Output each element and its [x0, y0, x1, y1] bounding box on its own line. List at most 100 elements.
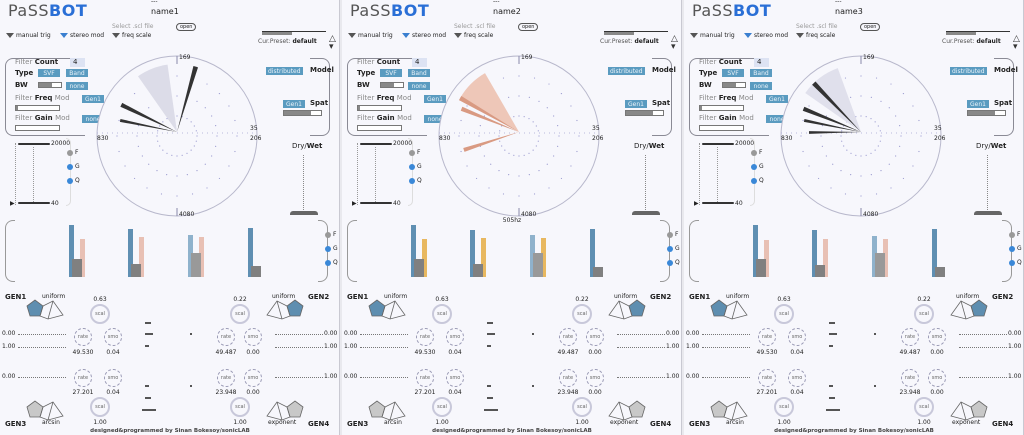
- filter-3-q-bar[interactable]: [533, 252, 543, 277]
- scal-knob[interactable]: scal: [90, 397, 110, 417]
- generator-shape-icon[interactable]: [263, 299, 305, 321]
- gen1-max-slider[interactable]: [18, 347, 66, 348]
- generator-shape-icon[interactable]: [605, 299, 647, 321]
- filter-2-q-bar[interactable]: [131, 264, 141, 277]
- gen3-min-slider[interactable]: [702, 377, 750, 378]
- smo-knob[interactable]: smo: [104, 328, 122, 346]
- filter-3-freq-bar[interactable]: [188, 235, 193, 277]
- freq-mod-button[interactable]: Gen1: [82, 95, 104, 103]
- filter-2-gain-bar[interactable]: [139, 236, 144, 277]
- rate-knob[interactable]: rate: [217, 328, 235, 346]
- smo-knob[interactable]: smo: [788, 369, 806, 387]
- bars-Q-toggle[interactable]: [1009, 260, 1015, 266]
- freq-mod-button[interactable]: Gen1: [424, 95, 446, 103]
- play-icon[interactable]: ▶: [352, 200, 357, 207]
- bw-slider[interactable]: [722, 82, 746, 88]
- gen4-max-slider[interactable]: [617, 377, 665, 378]
- band-button[interactable]: Band: [66, 69, 88, 77]
- bars-F-toggle[interactable]: [1009, 232, 1015, 238]
- generator-shape-icon[interactable]: [605, 400, 647, 422]
- scal-knob[interactable]: scal: [230, 304, 250, 324]
- filter-4-q-bar[interactable]: [251, 266, 261, 277]
- stereo-mod-toggle[interactable]: stereo mod: [744, 32, 788, 39]
- filter-3-q-bar[interactable]: [191, 253, 201, 277]
- spat-button[interactable]: Gen1: [283, 100, 305, 108]
- gain-mod-slider[interactable]: [357, 125, 402, 131]
- filter-4-freq-bar[interactable]: [248, 228, 253, 277]
- stereo-mod-toggle[interactable]: stereo mod: [402, 32, 446, 39]
- gain-mod-slider[interactable]: [699, 125, 744, 131]
- rate-knob[interactable]: rate: [559, 328, 577, 346]
- filter-2-freq-bar[interactable]: [128, 229, 133, 277]
- smo-knob[interactable]: smo: [928, 369, 946, 387]
- band-button[interactable]: Band: [750, 69, 772, 77]
- filter-1-gain-bar[interactable]: [80, 239, 85, 277]
- rate-knob[interactable]: rate: [758, 328, 776, 346]
- generator-shape-icon[interactable]: [367, 299, 409, 321]
- range-max-handle[interactable]: [702, 143, 734, 145]
- bw-mod-button[interactable]: none: [66, 82, 88, 90]
- Q-toggle[interactable]: [67, 178, 73, 184]
- freq-mod-slider[interactable]: [699, 105, 744, 111]
- gain-mod-button[interactable]: none: [424, 115, 446, 123]
- dry-wet-slider[interactable]: [290, 211, 318, 215]
- rate-knob[interactable]: rate: [416, 369, 434, 387]
- generator-shape-icon[interactable]: [947, 299, 989, 321]
- spat-slider[interactable]: [967, 110, 1006, 116]
- scal-knob[interactable]: scal: [432, 397, 452, 417]
- gen1-min-slider[interactable]: [702, 334, 750, 335]
- scal-knob[interactable]: scal: [914, 304, 934, 324]
- bw-mod-button[interactable]: none: [408, 82, 430, 90]
- filter-1-q-bar[interactable]: [756, 259, 766, 277]
- dry-wet-slider[interactable]: [632, 211, 660, 215]
- scal-knob[interactable]: scal: [432, 304, 452, 324]
- gen1-min-slider[interactable]: [360, 334, 408, 335]
- gen2-max-slider[interactable]: [617, 347, 665, 348]
- scal-knob[interactable]: scal: [572, 397, 592, 417]
- frequency-dial[interactable]: [342, 0, 682, 220]
- gen2-max-slider[interactable]: [275, 347, 323, 348]
- filter-1-gain-bar[interactable]: [422, 239, 427, 277]
- gain-mod-button[interactable]: none: [766, 115, 788, 123]
- scal-knob[interactable]: scal: [914, 397, 934, 417]
- frequency-dial[interactable]: [0, 0, 340, 220]
- model-button[interactable]: distributed: [950, 67, 987, 75]
- spat-button[interactable]: Gen1: [967, 100, 989, 108]
- spat-slider[interactable]: [625, 110, 664, 116]
- filter-4-freq-bar[interactable]: [590, 229, 595, 277]
- filter-1-q-bar[interactable]: [414, 258, 424, 277]
- freq-scale-toggle[interactable]: freq scale: [454, 32, 493, 39]
- gen2-min-slider[interactable]: [617, 334, 665, 335]
- F-toggle[interactable]: [751, 150, 757, 156]
- manual-trig-toggle[interactable]: manual trig: [348, 32, 393, 39]
- range-min-handle[interactable]: [702, 202, 734, 204]
- filter-2-gain-bar[interactable]: [481, 238, 486, 277]
- freq-scale-toggle[interactable]: freq scale: [112, 32, 151, 39]
- range-min-handle[interactable]: [360, 202, 392, 204]
- filter-3-gain-bar[interactable]: [541, 238, 546, 277]
- generator-shape-icon[interactable]: [709, 400, 751, 422]
- filter-4-q-bar[interactable]: [593, 266, 603, 277]
- dry-wet-slider[interactable]: [974, 211, 1002, 215]
- range-max-handle[interactable]: [360, 143, 392, 145]
- scal-knob[interactable]: scal: [572, 304, 592, 324]
- generator-shape-icon[interactable]: [25, 400, 67, 422]
- rate-knob[interactable]: rate: [559, 369, 577, 387]
- filter-2-q-bar[interactable]: [473, 264, 483, 277]
- smo-knob[interactable]: smo: [244, 369, 262, 387]
- filter-4-freq-bar[interactable]: [932, 229, 937, 277]
- freq-mod-button[interactable]: Gen1: [766, 95, 788, 103]
- gen3-min-slider[interactable]: [18, 377, 66, 378]
- gen1-max-slider[interactable]: [360, 347, 408, 348]
- filter-1-freq-bar[interactable]: [753, 225, 758, 277]
- filter-1-gain-bar[interactable]: [764, 239, 769, 277]
- filter-3-gain-bar[interactable]: [883, 238, 888, 277]
- preset-slider[interactable]: [604, 31, 668, 35]
- bars-Q-toggle[interactable]: [325, 260, 331, 266]
- bars-F-toggle[interactable]: [325, 232, 331, 238]
- scal-knob[interactable]: scal: [774, 304, 794, 324]
- G-toggle[interactable]: [751, 164, 757, 170]
- smo-knob[interactable]: smo: [586, 369, 604, 387]
- generator-shape-icon[interactable]: [263, 400, 305, 422]
- filter-count-input[interactable]: 4: [70, 58, 85, 67]
